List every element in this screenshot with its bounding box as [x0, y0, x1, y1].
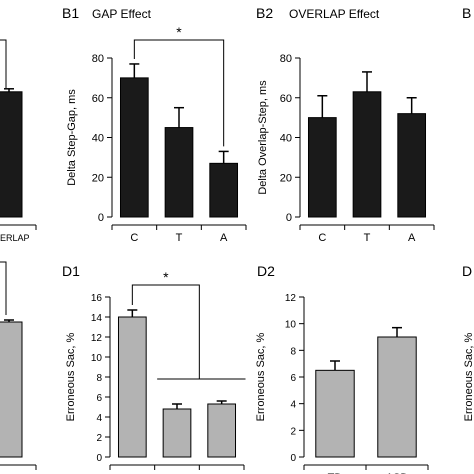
y-axis-label: Erroneous Sac, %	[255, 332, 267, 421]
y-tick-label: 16	[91, 293, 103, 304]
bar	[117, 316, 147, 458]
y-tick-label: 6	[290, 373, 296, 384]
x-tick-label: C	[318, 232, 326, 244]
y-tick-label: 10	[285, 320, 297, 331]
panel-title: OVERLAP Effect	[289, 7, 380, 21]
bar	[119, 77, 149, 218]
x-tick-label: TD	[328, 472, 343, 474]
y-tick-label: 80	[280, 53, 292, 65]
panel-label: D2	[257, 263, 275, 279]
x-tick-label: C	[130, 232, 138, 244]
panel-title: GAP Effect	[92, 7, 152, 21]
significance-star: *	[176, 24, 182, 40]
y-tick-label: 2	[290, 426, 296, 437]
y-tick-label: 12	[91, 333, 103, 344]
bar	[164, 127, 194, 218]
panel-label: D	[462, 263, 472, 279]
y-tick-label: 20	[280, 172, 292, 184]
bar	[397, 113, 427, 218]
x-tick-label: A	[220, 232, 228, 244]
bar	[315, 369, 355, 458]
bar	[162, 408, 192, 458]
x-tick-label: ERLAP	[0, 233, 30, 243]
y-tick-label: 14	[91, 313, 103, 324]
significance-bracket	[0, 261, 7, 315]
y-axis-label: Erroneous Sac, %	[65, 332, 77, 421]
panel-label: B1	[62, 5, 79, 21]
significance-star: *	[163, 269, 169, 285]
y-tick-label: 2	[96, 433, 102, 444]
y-axis-label: Delta Overlap-Step, ms	[257, 80, 269, 195]
x-tick-label: T	[364, 232, 371, 244]
bar	[352, 91, 382, 218]
y-tick-label: 80	[92, 53, 104, 65]
y-tick-label: 0	[290, 453, 296, 464]
y-tick-label: 40	[92, 133, 104, 145]
significance-bracket	[131, 284, 200, 379]
y-tick-label: 6	[96, 393, 102, 404]
y-tick-label: 8	[96, 373, 102, 384]
y-tick-label: 0	[98, 212, 104, 224]
x-tick-label: A	[408, 232, 416, 244]
y-tick-label: 4	[290, 400, 296, 411]
y-axis-label: Erroneous Sac, %	[463, 332, 474, 421]
x-tick-label: ASD	[386, 472, 409, 474]
y-tick-label: 4	[96, 413, 102, 424]
y-axis-label: Delta Step-Gap, ms	[66, 89, 78, 186]
y-tick-label: 10	[91, 353, 103, 364]
significance-bracket	[0, 39, 7, 88]
y-tick-label: 60	[92, 93, 104, 105]
y-tick-label: 8	[290, 346, 296, 357]
panel-label: D1	[62, 263, 80, 279]
y-tick-label: 20	[92, 172, 104, 184]
bar	[377, 336, 417, 458]
significance-bracket	[133, 39, 225, 147]
bar	[207, 403, 237, 458]
bar	[209, 162, 239, 218]
panel-label: B2	[256, 5, 273, 21]
bar	[307, 117, 337, 218]
bar	[0, 91, 23, 218]
y-tick-label: 0	[286, 212, 292, 224]
y-tick-label: 0	[96, 453, 102, 464]
y-tick-label: 60	[280, 93, 292, 105]
x-tick-label: T	[176, 232, 183, 244]
bar	[0, 321, 23, 458]
panel-label: B	[462, 5, 471, 21]
y-tick-label: 12	[285, 293, 297, 304]
y-tick-label: 40	[280, 133, 292, 145]
